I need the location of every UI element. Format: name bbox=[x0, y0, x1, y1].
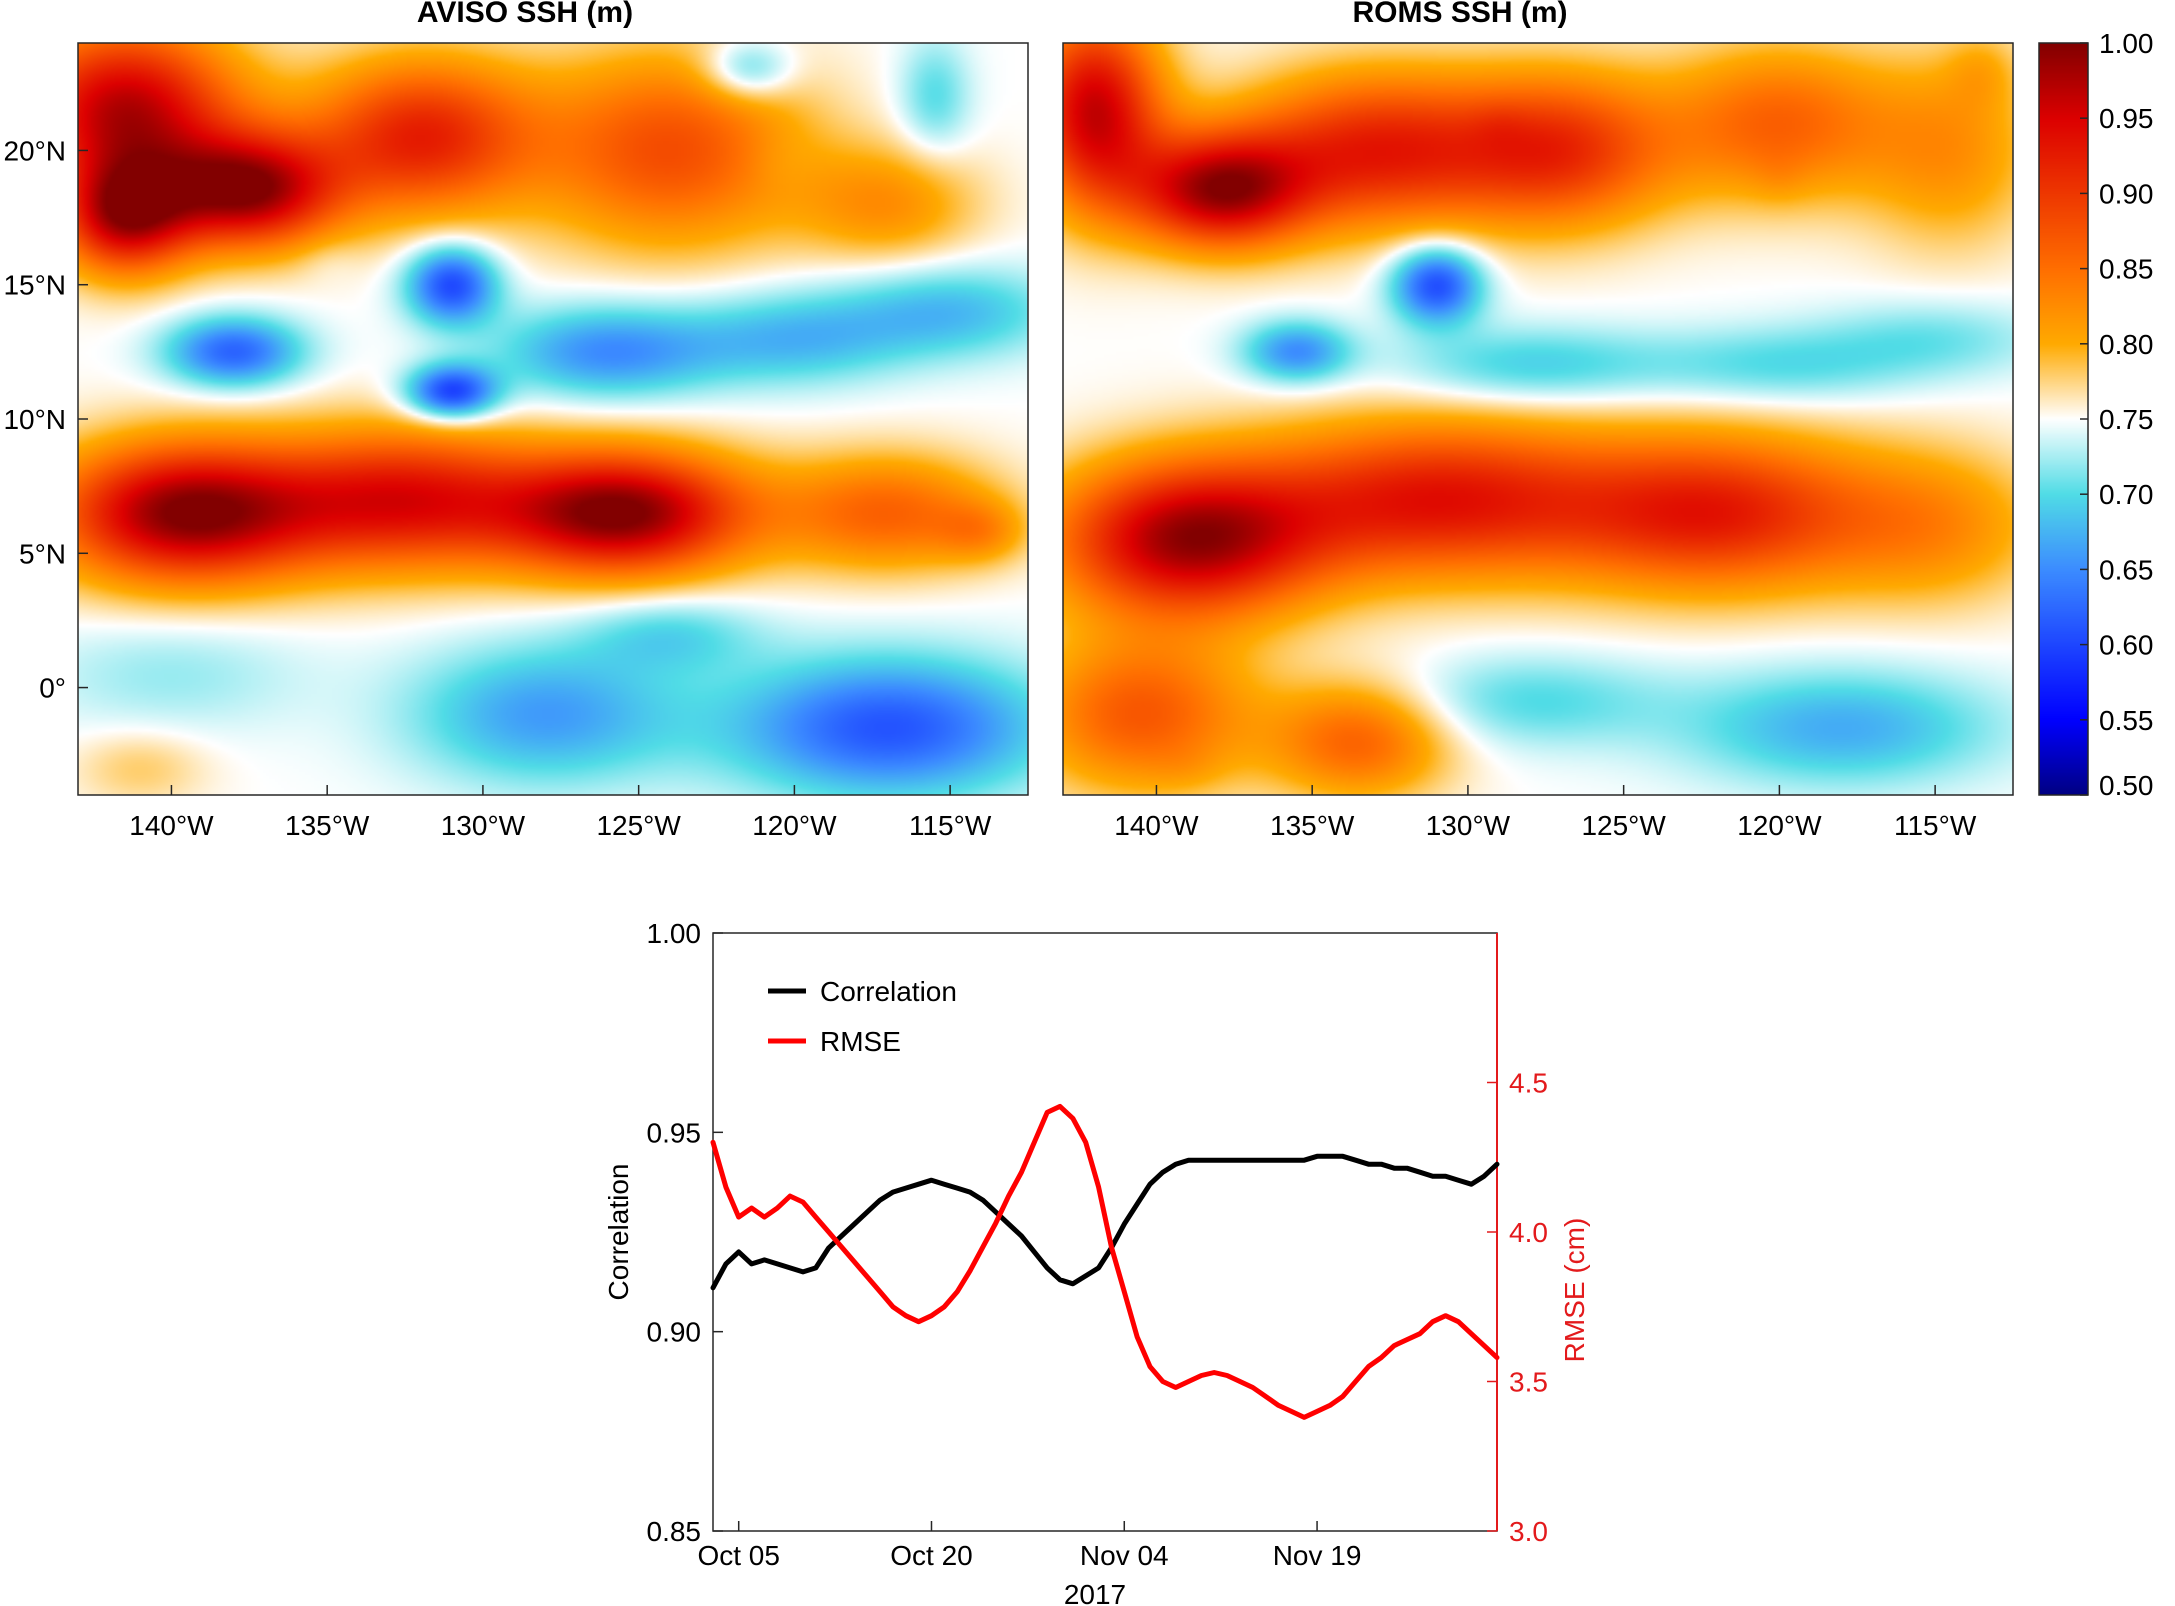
aviso-ssh-heatmap bbox=[78, 43, 1028, 795]
map-x-tick-label: 135°W bbox=[285, 810, 370, 841]
map-x-tick-label: 120°W bbox=[752, 810, 837, 841]
colorbar-tick-label: 0.80 bbox=[2099, 329, 2154, 360]
ts-y2-tick-label: 4.5 bbox=[1509, 1068, 1548, 1099]
y-axis-label-correlation: Correlation bbox=[603, 1164, 634, 1301]
ts-y2-tick-label: 4.0 bbox=[1509, 1217, 1548, 1248]
timeseries-lines bbox=[710, 1103, 1500, 1420]
colorbar-tick-label: 0.90 bbox=[2099, 178, 2154, 209]
rmse-line bbox=[710, 1103, 1500, 1420]
colorbar-tick-label: 0.60 bbox=[2099, 630, 2154, 661]
map-y-tick-label: 10°N bbox=[3, 404, 66, 435]
colorbar-tick-label: 0.95 bbox=[2099, 103, 2154, 134]
colorbar-gradient bbox=[2039, 43, 2088, 795]
map-y-tick-label: 0° bbox=[39, 673, 66, 704]
colorbar-tick-label: 0.75 bbox=[2099, 404, 2154, 435]
map-y-tick-label: 5°N bbox=[19, 538, 66, 569]
colorbar: 0.50 0.55 0.60 0.65 0.70 0.75 0.80 0.85 0.90 0.95… bbox=[2038, 28, 2154, 801]
x-axis-label-year: 2017 bbox=[1064, 1579, 1126, 1606]
colorbar-tick-label: 1.00 bbox=[2099, 28, 2154, 59]
y-axis-label-rmse: RMSE (cm) bbox=[1559, 1218, 1590, 1363]
colorbar-ticks: 0.50 0.55 0.60 0.65 0.70 0.75 0.80 0.85 0.90 0.95… bbox=[2080, 28, 2154, 801]
map-x-tick-label: 120°W bbox=[1737, 810, 1822, 841]
map-x-tick-label: 135°W bbox=[1270, 810, 1355, 841]
timeseries-panel: Oct 05 Oct 20 Nov 04 Nov 19 0.85 0.90 0.95 1.00… bbox=[603, 918, 1590, 1606]
aviso-title: AVISO SSH (m) bbox=[417, 0, 633, 29]
map-x-tick-label: 140°W bbox=[1114, 810, 1199, 841]
timeseries-axes: Oct 05 Oct 20 Nov 04 Nov 19 0.85 0.90 0.95 1.00… bbox=[647, 918, 1548, 1571]
correlation-line bbox=[710, 1153, 1500, 1291]
colorbar-tick-label: 0.55 bbox=[2099, 705, 2154, 736]
map-y-tick-label: 15°N bbox=[3, 270, 66, 301]
legend: Correlation RMSE bbox=[768, 976, 957, 1057]
map-x-tick-label: 115°W bbox=[909, 810, 992, 841]
ts-x-tick-label: Nov 19 bbox=[1273, 1540, 1362, 1571]
roms-panel: ROMS SSH (m) 140°W 135°W 130°W 125°W 120°W 11… bbox=[1062, 0, 2014, 841]
map-x-tick-label: 115°W bbox=[1894, 810, 1977, 841]
map-x-tick-label: 125°W bbox=[1581, 810, 1666, 841]
colorbar-tick-label: 0.85 bbox=[2099, 254, 2154, 285]
aviso-axis-ticks: 140°W 135°W 130°W 125°W 120°W 115°W 0° 5°N 10°N 1… bbox=[3, 135, 991, 841]
map-y-tick-label: 20°N bbox=[3, 135, 66, 166]
map-x-tick-label: 130°W bbox=[441, 810, 526, 841]
colorbar-tick-label: 0.70 bbox=[2099, 479, 2154, 510]
roms-ssh-heatmap bbox=[1063, 43, 2013, 795]
colorbar-tick-label: 0.50 bbox=[2099, 770, 2154, 801]
aviso-panel: AVISO SSH (m) 140°W 135°W 130°W 125°W 120°W 1… bbox=[3, 0, 1029, 841]
legend-label-correlation: Correlation bbox=[820, 976, 957, 1007]
ts-y-tick-label: 0.90 bbox=[647, 1317, 702, 1348]
ts-x-tick-label: Oct 20 bbox=[890, 1540, 972, 1571]
roms-title: ROMS SSH (m) bbox=[1352, 0, 1567, 29]
map-x-tick-label: 130°W bbox=[1426, 810, 1511, 841]
roms-axis-ticks: 140°W 135°W 130°W 125°W 120°W 115°W bbox=[1114, 785, 1977, 841]
ts-y-tick-label: 1.00 bbox=[647, 918, 702, 949]
ts-y2-tick-label: 3.5 bbox=[1509, 1367, 1548, 1398]
colorbar-tick-label: 0.65 bbox=[2099, 554, 2154, 585]
ts-y-tick-label: 0.95 bbox=[647, 1117, 702, 1148]
map-x-tick-label: 125°W bbox=[596, 810, 681, 841]
ts-x-tick-label: Nov 04 bbox=[1080, 1540, 1169, 1571]
map-x-tick-label: 140°W bbox=[129, 810, 214, 841]
ts-y-tick-label: 0.85 bbox=[647, 1516, 702, 1547]
roms-map-frame bbox=[1062, 42, 2014, 796]
ts-x-tick-label: Oct 05 bbox=[697, 1540, 779, 1571]
legend-label-rmse: RMSE bbox=[820, 1026, 901, 1057]
ts-y2-tick-label: 3.0 bbox=[1509, 1516, 1548, 1547]
